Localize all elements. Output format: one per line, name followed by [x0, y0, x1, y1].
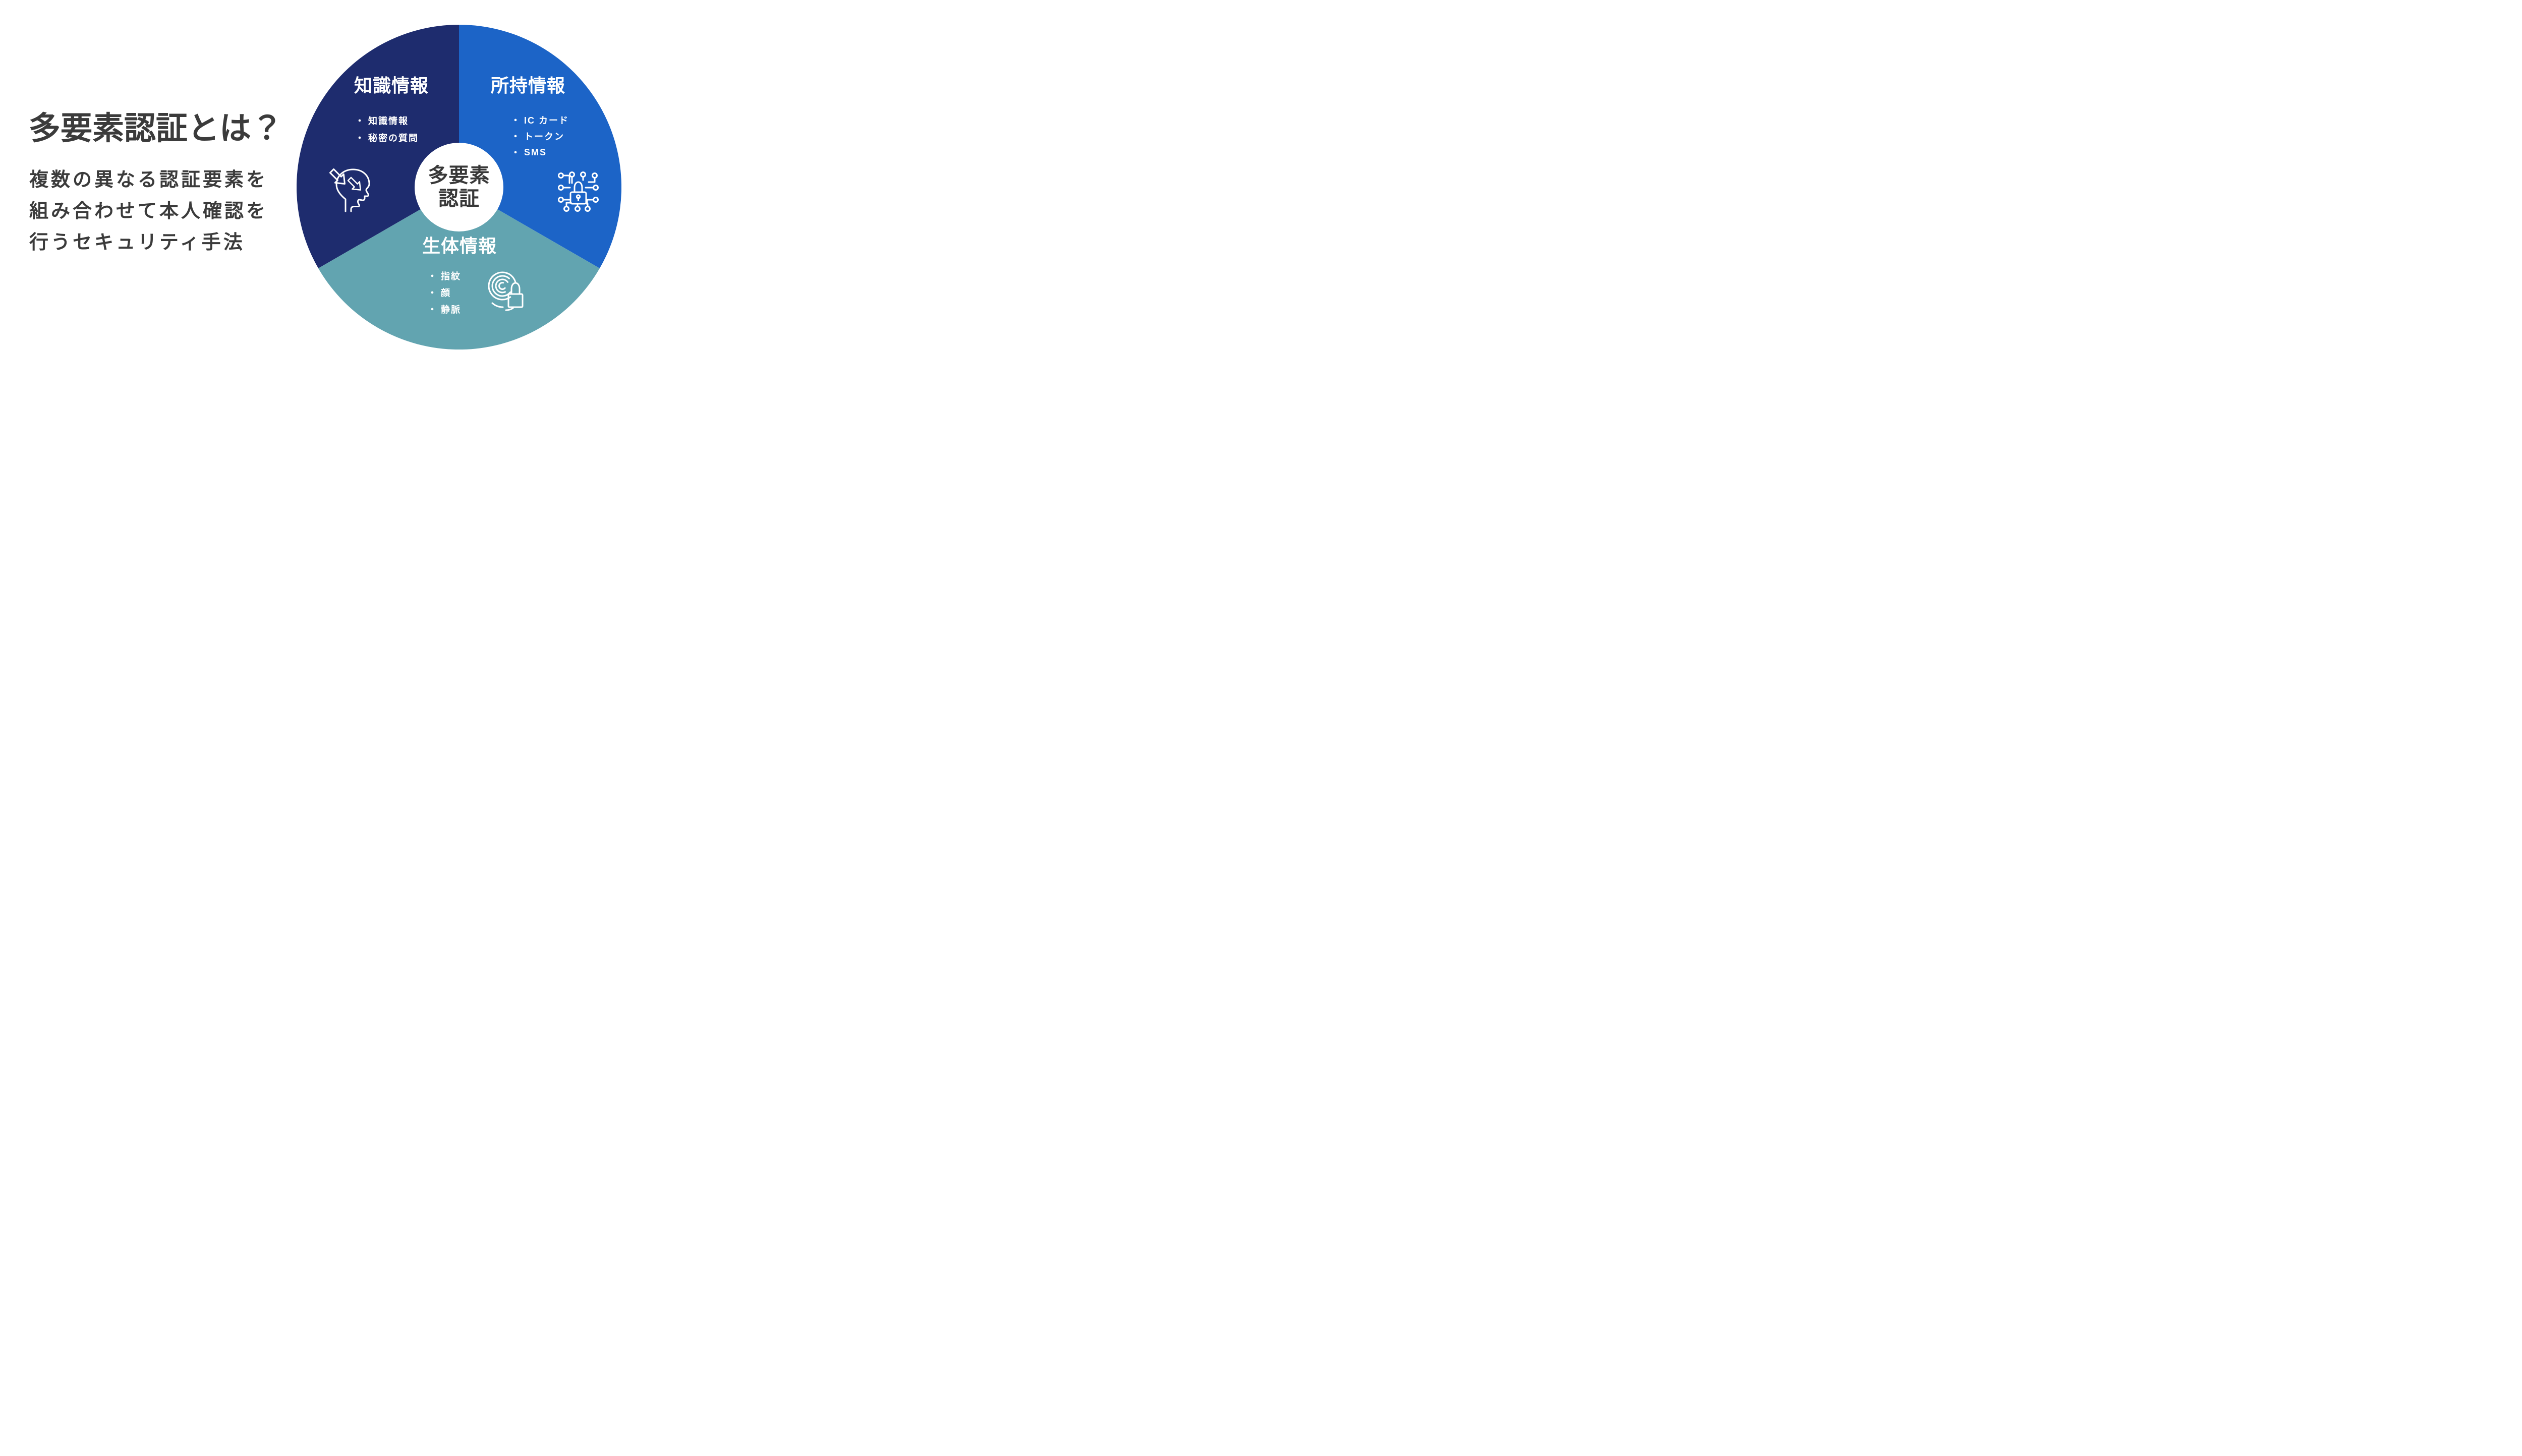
- infographic-canvas: 多要素認証とは？ 複数の異なる認証要素を 組み合わせて本人確認を 行うセキュリテ…: [0, 0, 630, 364]
- description-line: 組み合わせて本人確認を: [29, 201, 268, 222]
- center-circle: [415, 143, 503, 231]
- segment-possession-list: ・ IC カード ・ トークン ・ SMS: [511, 112, 569, 160]
- bullet-label: 秘密の質問: [368, 133, 419, 143]
- bullet-label: IC カード: [524, 115, 569, 126]
- bullet-dot: ・: [355, 133, 365, 143]
- bullet-label: SMS: [524, 147, 547, 157]
- bullet-dot: ・: [511, 148, 521, 158]
- list-item: ・ 顔: [428, 284, 461, 301]
- list-item: ・ SMS: [511, 144, 569, 160]
- bullet-dot: ・: [355, 116, 365, 126]
- segment-biometric-title: 生体情報: [422, 236, 497, 256]
- list-item: ・ 秘密の質問: [355, 129, 419, 146]
- list-item: ・ トークン: [511, 128, 569, 144]
- description-line: 行うセキュリティ手法: [29, 232, 245, 253]
- center-label: 多要素 認証: [409, 164, 509, 210]
- list-item: ・ IC カード: [511, 112, 569, 128]
- page-title: 多要素認証とは？: [29, 111, 283, 147]
- bullet-label: 静脈: [441, 304, 461, 315]
- bullet-dot: ・: [428, 271, 438, 281]
- segment-possession-title: 所持情報: [491, 75, 566, 96]
- bullet-label: 知識情報: [368, 116, 409, 126]
- list-item: ・ 指紋: [428, 267, 461, 284]
- bullet-label: 顔: [441, 287, 451, 298]
- bullet-dot: ・: [511, 115, 521, 126]
- fingerprint-lock-icon: [487, 266, 529, 314]
- segment-knowledge-title: 知識情報: [354, 75, 429, 96]
- bullet-dot: ・: [428, 304, 438, 315]
- head-arrows-icon: [329, 166, 376, 213]
- segment-knowledge-wedge: [297, 25, 459, 268]
- circuit-lock-icon: [556, 171, 601, 213]
- list-item: ・ 知識情報: [355, 112, 419, 129]
- bullet-label: 指紋: [441, 271, 461, 281]
- segment-possession-wedge: [459, 25, 621, 268]
- center-label-line: 多要素: [428, 164, 490, 187]
- list-item: ・ 静脈: [428, 301, 461, 317]
- description-line: 複数の異なる認証要素を: [29, 169, 268, 191]
- bullet-dot: ・: [428, 287, 438, 298]
- center-label-line: 認証: [438, 188, 480, 210]
- bullet-dot: ・: [511, 132, 521, 142]
- bullet-label: トークン: [524, 132, 564, 142]
- segment-knowledge-list: ・ 知識情報 ・ 秘密の質問: [355, 112, 419, 146]
- page-description: 複数の異なる認証要素を 組み合わせて本人確認を 行うセキュリティ手法: [29, 164, 268, 258]
- mfa-pie-chart: [297, 25, 621, 350]
- segment-biometric-list: ・ 指紋 ・ 顔 ・ 静脈: [428, 267, 461, 317]
